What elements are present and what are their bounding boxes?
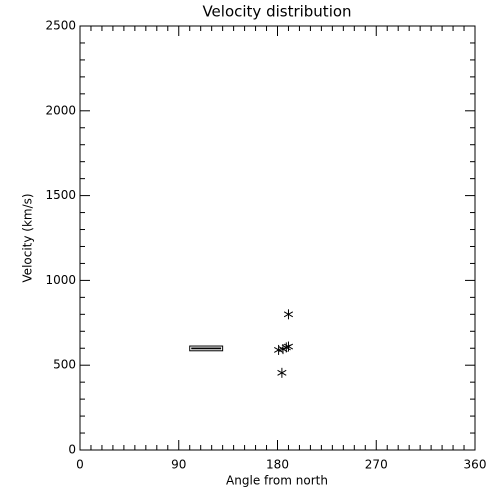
y-tick-label: 2000 xyxy=(45,103,76,117)
x-tick-label: 90 xyxy=(171,458,186,472)
y-tick-label: 0 xyxy=(68,443,76,457)
asterisk-stroke xyxy=(283,311,294,318)
x-tick-label: 180 xyxy=(266,458,289,472)
y-tick-label: 500 xyxy=(53,358,76,372)
x-tick-label: 0 xyxy=(76,458,84,472)
asterisk-stroke xyxy=(283,343,294,350)
x-tick-label: 270 xyxy=(365,458,388,472)
range-box-inner xyxy=(191,347,222,350)
asterisk-stroke xyxy=(277,369,287,376)
y-tick-label: 2500 xyxy=(45,19,76,33)
asterisk-point xyxy=(283,341,294,352)
x-axis-label: Angle from north xyxy=(226,474,328,488)
y-tick-label: 1500 xyxy=(45,188,76,202)
x-tick-label: 360 xyxy=(464,458,487,472)
y-axis-label: Velocity (km/s) xyxy=(21,193,35,282)
range-box xyxy=(189,345,224,352)
y-tick-label: 1000 xyxy=(45,273,76,287)
asterisk-point xyxy=(283,309,294,320)
range-box-outer xyxy=(189,345,224,352)
chart-title: Velocity distribution xyxy=(202,3,351,21)
asterisk-stroke xyxy=(274,347,284,353)
asterisk-point xyxy=(277,367,287,378)
